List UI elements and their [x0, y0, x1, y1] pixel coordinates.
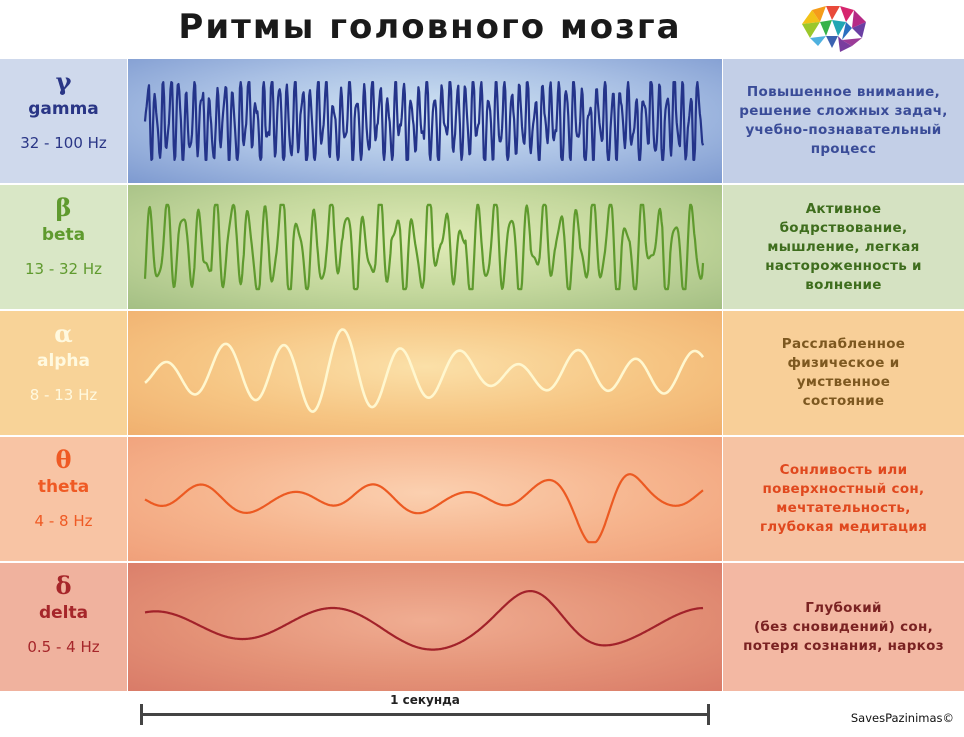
band-label-alpha: α alpha 8 - 13 Hz — [0, 311, 127, 435]
description-text-theta: Сонливость или поверхностный сон, мечтат… — [759, 462, 928, 535]
band-frequency-delta: 0.5 - 4 Hz — [27, 638, 100, 656]
wave-panel-beta — [128, 185, 722, 309]
band-frequency-beta: 13 - 32 Hz — [24, 260, 103, 278]
band-description-alpha: Расслабленное физическое и умственное со… — [723, 311, 964, 435]
description-text-delta: Глубокий (без сновидений) сон, потеря со… — [743, 599, 944, 654]
description-text-alpha: Расслабленное физическое и умственное со… — [781, 336, 906, 409]
description-text-beta: Активное бодрствование, мышление, легкая… — [765, 200, 922, 293]
wave-panel-gamma — [128, 59, 722, 183]
band-description-beta: Активное бодрствование, мышление, легкая… — [723, 185, 964, 309]
band-gamma: γ gamma 32 - 100 Hz Повышенное внимание, ре… — [0, 59, 964, 183]
band-description-gamma: Повышенное внимание, решение сложных зад… — [723, 59, 964, 183]
wave-panel-theta — [128, 437, 722, 561]
wave-panel-alpha — [128, 311, 722, 435]
band-theta: θ theta 4 - 8 Hz Сонливость или поверхностн… — [0, 437, 964, 561]
description-text-gamma: Повышенное внимание, решение сложных зад… — [739, 84, 948, 157]
wave-trace-beta — [143, 203, 705, 291]
band-delta: δ delta 0.5 - 4 Hz Глубокий (без сновидений… — [0, 563, 964, 691]
greek-letter-alpha: α — [54, 319, 73, 348]
wave-trace-gamma — [143, 81, 705, 161]
band-description-delta: Глубокий (без сновидений) сон, потеря со… — [723, 563, 964, 691]
band-name-beta: beta — [41, 225, 86, 245]
copyright-text: SavesPazinimas© — [850, 711, 954, 725]
band-label-theta: θ theta 4 - 8 Hz — [0, 437, 127, 561]
wave-trace-theta — [144, 473, 704, 544]
time-scale-tick-right — [707, 704, 710, 725]
page-title: Ритмы головного мозга — [178, 7, 682, 47]
wave-trace-alpha — [144, 328, 705, 413]
band-name-gamma: gamma — [28, 99, 99, 119]
time-scale-tick-left — [140, 704, 143, 725]
time-scale-label: 1 секунда — [390, 693, 460, 707]
time-scale-bar: 1 секунда — [140, 693, 710, 726]
band-frequency-theta: 4 - 8 Hz — [34, 512, 93, 530]
band-name-alpha: alpha — [36, 351, 91, 371]
brain-mosaic-icon — [802, 6, 866, 52]
greek-letter-gamma: γ — [55, 67, 72, 96]
band-alpha: α alpha 8 - 13 Hz Расслабленное физическое … — [0, 311, 964, 435]
time-scale-line — [140, 713, 710, 716]
band-frequency-alpha: 8 - 13 Hz — [29, 386, 98, 404]
band-name-delta: delta — [38, 603, 89, 623]
wave-trace-delta — [144, 590, 704, 651]
band-name-theta: theta — [37, 477, 90, 497]
greek-letter-delta: δ — [55, 571, 72, 600]
band-label-gamma: γ gamma 32 - 100 Hz — [0, 59, 127, 183]
band-frequency-gamma: 32 - 100 Hz — [20, 134, 107, 152]
greek-letter-theta: θ — [55, 445, 72, 474]
band-label-beta: β beta 13 - 32 Hz — [0, 185, 127, 309]
band-beta: β beta 13 - 32 Hz Активное бодрствование, м… — [0, 185, 964, 309]
wave-panel-delta — [128, 563, 722, 691]
band-label-delta: δ delta 0.5 - 4 Hz — [0, 563, 127, 691]
band-description-theta: Сонливость или поверхностный сон, мечтат… — [723, 437, 964, 561]
greek-letter-beta: β — [55, 193, 72, 222]
